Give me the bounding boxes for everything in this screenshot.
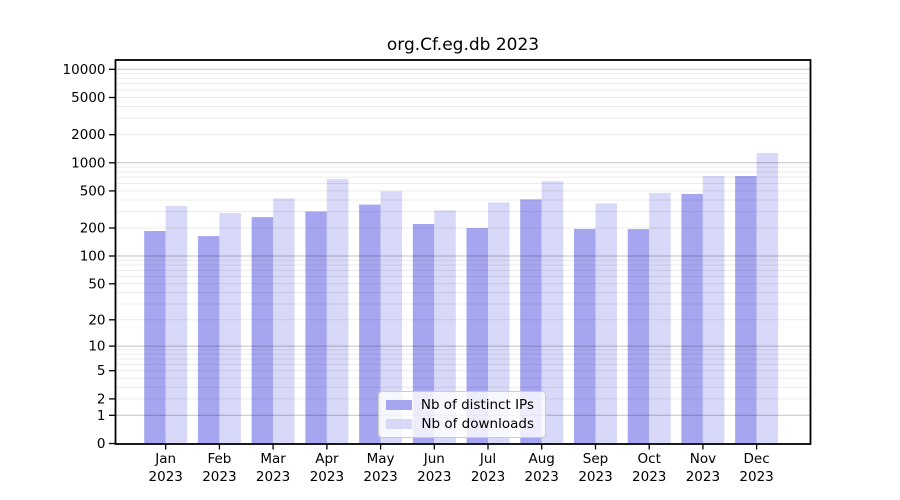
legend-item-downloads: Nb of downloads (386, 416, 534, 432)
legend-label-downloads: Nb of downloads (421, 416, 534, 432)
x-tick-label: Dec 2023 (739, 451, 773, 485)
bar-series0-month5 (412, 224, 435, 443)
bar-series0-month9 (627, 229, 650, 443)
legend-item-distinct-ips: Nb of distinct IPs (386, 397, 534, 413)
y-tick-label: 200 (80, 221, 106, 237)
bar-series0-month8 (574, 228, 596, 443)
bar-series0-month6 (466, 228, 488, 443)
bar-series1-month9 (649, 192, 671, 443)
plot-frame (114, 59, 812, 445)
x-tick-label: Feb 2023 (202, 451, 236, 485)
x-tick-label: May 2023 (363, 451, 397, 485)
bar-series1-month0 (165, 206, 188, 443)
y-tick-label: 20 (88, 312, 105, 328)
bar-series1-month2 (273, 198, 295, 443)
x-tick-label: Jun 2023 (417, 451, 451, 485)
legend-label-distinct-ips: Nb of distinct IPs (420, 397, 534, 413)
x-tick-label: Aug 2023 (525, 451, 559, 485)
y-tick-label: 2000 (71, 127, 105, 143)
bar-series1-month5 (434, 210, 456, 443)
bar-series0-month0 (144, 231, 166, 443)
bar-series0-month3 (305, 211, 327, 443)
bar-series1-month7 (541, 181, 564, 444)
y-tick-label: 1 (97, 408, 106, 424)
x-tick-label: Jan 2023 (149, 451, 183, 485)
y-tick-label: 0 (97, 436, 106, 452)
x-tick-label: Oct 2023 (632, 451, 666, 485)
bar-series0-month4 (359, 204, 381, 443)
y-tick-label: 10 (88, 339, 105, 355)
bar-series1-month6 (488, 202, 510, 443)
y-tick-label: 100 (80, 249, 106, 265)
x-tick-label: Apr 2023 (310, 451, 344, 485)
y-tick-label: 5 (97, 363, 106, 379)
bar-series0-month11 (735, 176, 757, 443)
legend-swatch-downloads (386, 419, 412, 429)
bar-series1-month8 (595, 203, 617, 443)
chart-title: org.Cf.eg.db 2023 (386, 35, 540, 55)
bar-series0-month2 (251, 217, 274, 443)
y-tick-label: 10000 (63, 62, 106, 78)
bar-series1-month10 (702, 176, 725, 443)
bar-series1-month1 (219, 213, 241, 443)
bar-series0-month7 (520, 199, 542, 443)
x-tick-label: Nov 2023 (686, 451, 720, 485)
x-tick-label: Mar 2023 (256, 451, 290, 485)
bar-series0-month10 (681, 194, 703, 443)
y-tick-label: 500 (80, 183, 106, 199)
bar-series1-month4 (380, 191, 403, 443)
legend-swatch-distinct-ips (386, 400, 412, 410)
bar-series0-month1 (197, 236, 220, 443)
y-tick-label: 50 (88, 276, 105, 292)
bar-series1-month3 (326, 179, 349, 443)
y-tick-label: 1000 (71, 155, 105, 171)
bar-series1-month11 (756, 153, 779, 443)
y-tick-label: 5000 (71, 90, 105, 106)
y-tick-label: 2 (97, 391, 106, 407)
x-tick-label: Sep 2023 (578, 451, 612, 485)
x-tick-label: Jul 2023 (471, 451, 505, 485)
legend: Nb of distinct IPs Nb of downloads (378, 391, 546, 438)
